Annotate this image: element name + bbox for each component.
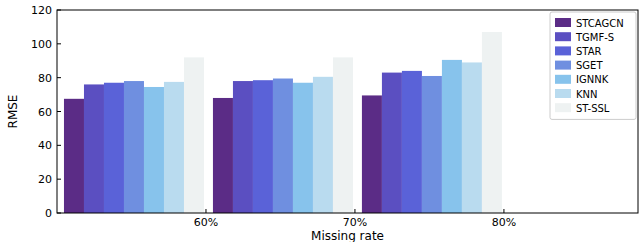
bar <box>64 99 84 213</box>
y-tick-label: 40 <box>38 139 52 152</box>
legend-label: TGMF-S <box>575 32 614 43</box>
legend-label: KNN <box>576 89 598 100</box>
bar <box>293 83 313 213</box>
legend-swatch <box>555 75 571 84</box>
bar <box>462 62 482 213</box>
bars <box>64 32 502 213</box>
x-axis-label: Missing rate <box>311 229 384 242</box>
x-tick-label: 60% <box>194 216 218 229</box>
legend-label: IGNNK <box>576 74 609 85</box>
x-tick <box>354 209 355 213</box>
frame <box>57 10 638 213</box>
bar <box>442 60 462 213</box>
y-tick-label: 60 <box>38 106 52 119</box>
bar <box>124 81 144 213</box>
bar <box>84 84 104 213</box>
x-tick <box>503 209 504 213</box>
legend-swatch <box>555 32 571 41</box>
legend-swatch <box>555 103 571 112</box>
y-tick-label: 120 <box>31 4 52 17</box>
y-tick <box>57 213 61 214</box>
legend-swatch <box>555 46 571 55</box>
bar <box>184 57 204 213</box>
bar <box>482 32 502 213</box>
legend: STCAGCN TGMF-S STAR SGET IGNNK KNN ST-SSL <box>550 12 636 119</box>
bar <box>422 76 442 213</box>
legend-label: SGET <box>576 60 603 71</box>
bar <box>233 81 253 213</box>
legend-swatch <box>555 89 571 98</box>
bar <box>313 77 333 213</box>
legend-label: STAR <box>576 46 602 57</box>
chart: 0 20 40 60 80 100 120 60% 70% 80% Missing rate RMSE… <box>0 0 640 242</box>
y-tick <box>57 111 61 112</box>
x-tick-label: 70% <box>343 216 367 229</box>
bar <box>144 87 164 213</box>
y-tick <box>57 145 61 146</box>
x-tick <box>205 209 206 213</box>
legend-swatch <box>555 18 571 27</box>
y-tick-label: 0 <box>45 207 52 220</box>
legend-box <box>550 12 636 119</box>
bar <box>382 73 402 213</box>
bar <box>333 57 353 213</box>
y-axis-label: RMSE <box>6 95 20 129</box>
y-tick <box>57 77 61 78</box>
y-tick <box>57 43 61 44</box>
y-tick-label: 80 <box>38 72 52 85</box>
bar <box>362 95 382 213</box>
legend-label: STCAGCN <box>576 18 624 29</box>
bar <box>273 79 293 213</box>
legend-label: ST-SSL <box>576 103 610 114</box>
y-tick <box>57 179 61 180</box>
bar <box>253 80 273 213</box>
y-tick-label: 20 <box>38 173 52 186</box>
bar <box>164 82 184 213</box>
bar <box>213 98 233 213</box>
y-tick-label: 100 <box>31 38 52 51</box>
y-tick <box>57 10 61 11</box>
legend-swatch <box>555 61 571 70</box>
x-tick-label: 80% <box>492 216 516 229</box>
bar <box>402 71 422 213</box>
bar <box>104 83 124 213</box>
